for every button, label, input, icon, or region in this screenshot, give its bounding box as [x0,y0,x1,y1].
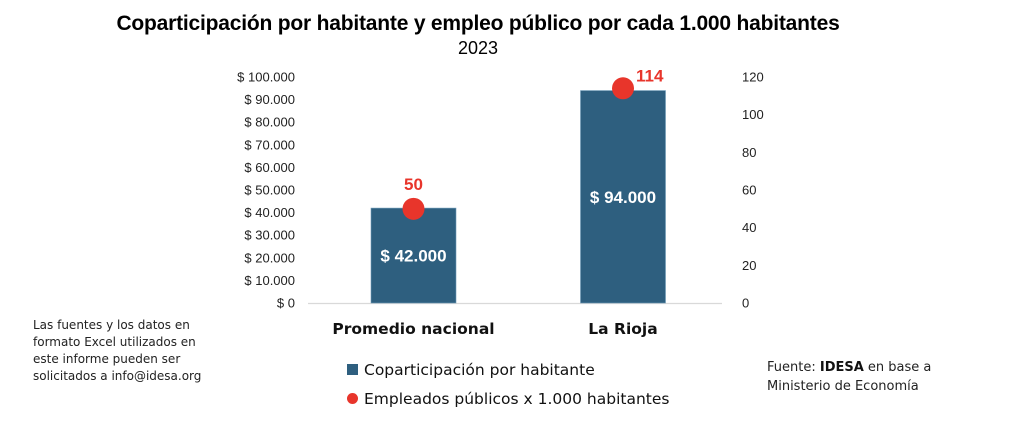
chart-subtitle: 2023 [457,38,499,58]
source-prefix: Fuente: [767,360,820,375]
legend: Coparticipación por habitante Empleados … [347,355,669,413]
left-tick-label: $ 90.000 [244,92,295,107]
legend-item-bar: Coparticipación por habitante [347,355,669,384]
left-tick-label: $ 40.000 [244,205,295,220]
left-tick-label: $ 10.000 [244,273,295,288]
right-tick-label: 100 [742,107,764,122]
data-point-label: 114 [636,66,664,85]
category-labels: Promedio nacional La Rioja [332,320,657,338]
source-suffix: en base a [863,360,932,375]
data-point-label: 50 [404,175,423,194]
right-tick-label: 20 [742,258,756,273]
legend-square-icon [347,364,358,375]
left-tick-label: $ 80.000 [244,115,295,130]
right-tick-label: 40 [742,220,756,235]
data-point [402,197,425,220]
left-tick-label: $ 60.000 [244,160,295,175]
left-tick-label: $ 20.000 [244,250,295,265]
legend-dot-icon [347,393,358,404]
bar [580,90,666,304]
bar-value-label: $ 94.000 [590,188,656,207]
bar [370,207,457,304]
right-tick-label: 60 [742,183,756,198]
legend-item-dot: Empleados públicos x 1.000 habitantes [347,384,669,413]
bar-series: $ 42.000 $ 94.000 [370,90,666,304]
left-tick-label: $ 0 [277,296,295,311]
dot-series: 50 114 [402,66,664,220]
data-availability-note: Las fuentes y los datos en formato Excel… [33,317,243,385]
left-tick-label: $ 70.000 [244,137,295,152]
left-tick-label: $ 50.000 [244,183,295,198]
note-line: este informe pueden ser [33,352,181,366]
right-tick-label: 80 [742,145,756,160]
category-label: Promedio nacional [332,320,494,338]
left-axis-ticks: $ 0 $ 10.000 $ 20.000 $ 30.000 $ 40.000 $ 50.… [237,70,295,311]
right-tick-label: 120 [742,70,764,85]
right-axis-ticks: 0 20 40 60 80 100 120 [742,70,764,311]
note-line: formato Excel utilizados en [33,335,196,349]
left-tick-label: $ 30.000 [244,228,295,243]
source-org: IDESA [819,360,864,375]
source-line2: Ministerio de Economía [767,379,919,394]
note-line: Las fuentes y los datos en [33,318,190,332]
right-tick-label: 0 [742,296,749,311]
legend-label-dot: Empleados públicos x 1.000 habitantes [364,389,670,408]
legend-label-bar: Coparticipación por habitante [364,360,595,379]
chart-title: Coparticipación por habitante y empleo p… [116,12,840,35]
bar-value-label: $ 42.000 [380,247,446,266]
left-tick-label: $ 100.000 [237,70,295,85]
note-line: solicitados a info@idesa.org [33,369,202,383]
source-citation: Fuente: IDESA en base a Ministerio de Ec… [767,358,987,396]
data-point [612,77,634,100]
category-label: La Rioja [588,320,657,338]
